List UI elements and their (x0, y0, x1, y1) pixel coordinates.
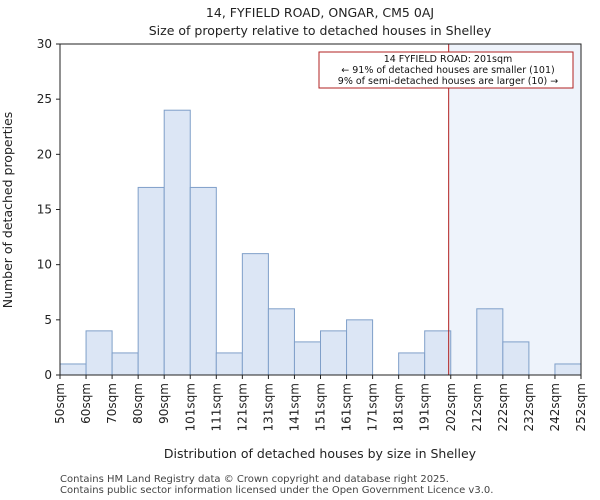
y-tick-label-10: 10 (37, 258, 52, 272)
x-axis-label: Distribution of detached houses by size … (164, 446, 477, 461)
footer-line-2: Contains public sector information licen… (60, 485, 494, 496)
annotation-box (318, 51, 574, 89)
x-tick-label-171sqm: 171sqm (366, 383, 380, 431)
x-tick-label-70sqm: 70sqm (105, 383, 119, 424)
bar-111sqm (215, 352, 243, 376)
bar-131sqm (267, 308, 295, 376)
y-tick-label-15: 15 (37, 203, 52, 217)
x-tick-label-151sqm: 151sqm (314, 383, 328, 431)
bar-181sqm (398, 352, 426, 376)
bar-222sqm (502, 341, 530, 376)
bar-70sqm (111, 352, 139, 376)
bar-121sqm (241, 253, 269, 376)
x-tick-label-101sqm: 101sqm (183, 383, 197, 431)
x-tick-label-131sqm: 131sqm (261, 383, 275, 431)
x-tick-label-141sqm: 141sqm (287, 383, 301, 431)
annotation-line-3: 9% of semi-detached houses are larger (1… (338, 76, 558, 87)
annotation-line-1: 14 FYFIELD ROAD: 201sqm (384, 54, 513, 65)
bar-212sqm (476, 308, 504, 376)
x-tick-label-90sqm: 90sqm (157, 383, 171, 424)
bar-50sqm (59, 363, 87, 376)
x-tick-label-252sqm: 252sqm (574, 383, 588, 431)
x-tick-label-202sqm: 202sqm (444, 383, 458, 431)
x-tick-label-232sqm: 232sqm (522, 383, 536, 431)
x-tick-label-161sqm: 161sqm (340, 383, 354, 431)
x-tick-label-242sqm: 242sqm (548, 383, 562, 431)
y-tick-label-25: 25 (37, 92, 52, 106)
y-tick-label-5: 5 (44, 313, 52, 327)
annotation-line-2: ← 91% of detached houses are smaller (10… (341, 65, 554, 76)
bar-242sqm (554, 363, 582, 376)
x-tick-label-212sqm: 212sqm (470, 383, 484, 431)
bar-101sqm (189, 186, 217, 376)
x-tick-label-191sqm: 191sqm (418, 383, 432, 431)
chart-title: 14, FYFIELD ROAD, ONGAR, CM5 0AJ (206, 5, 434, 20)
x-tick-label-222sqm: 222sqm (496, 383, 510, 431)
bar-141sqm (293, 341, 322, 376)
x-tick-label-80sqm: 80sqm (131, 383, 145, 424)
bar-161sqm (346, 319, 374, 376)
bar-60sqm (85, 330, 113, 376)
chart-subtitle: Size of property relative to detached ho… (149, 23, 492, 38)
bar-90sqm (163, 109, 191, 376)
y-tick-label-20: 20 (37, 147, 52, 161)
x-tick-label-50sqm: 50sqm (53, 383, 67, 424)
bar-80sqm (137, 186, 165, 376)
larger-region-shade (448, 44, 581, 375)
y-tick-label-0: 0 (44, 368, 52, 382)
x-tick-label-121sqm: 121sqm (235, 383, 249, 431)
x-tick-label-111sqm: 111sqm (209, 383, 223, 431)
y-tick-label-30: 30 (37, 37, 52, 51)
x-tick-label-60sqm: 60sqm (79, 383, 93, 424)
bar-151sqm (320, 330, 348, 376)
x-tick-label-181sqm: 181sqm (392, 383, 406, 431)
footer-line-1: Contains HM Land Registry data © Crown c… (60, 474, 449, 485)
bar-191sqm (424, 330, 452, 376)
y-axis-label: Number of detached properties (0, 112, 15, 309)
